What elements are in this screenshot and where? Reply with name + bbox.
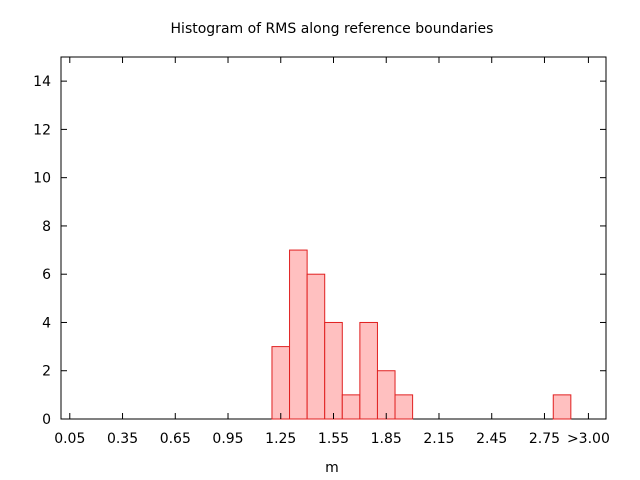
y-tick-label: 10 [33, 171, 51, 187]
y-tick-label: 12 [33, 122, 51, 138]
bars-group [271, 249, 572, 420]
histogram-bar [341, 394, 361, 420]
y-tick-label: 8 [42, 219, 51, 235]
x-tick-label: 1.55 [318, 431, 349, 447]
x-tick-label: 0.95 [212, 431, 243, 447]
y-tick-label: 0 [42, 412, 51, 428]
x-axis-label: m [325, 460, 339, 476]
chart-title: Histogram of RMS along reference boundar… [171, 21, 494, 37]
histogram-bar [324, 321, 343, 420]
y-tick-label: 6 [42, 267, 51, 283]
x-tick-label: 0.65 [160, 431, 191, 447]
y-tick-label: 14 [33, 74, 51, 90]
x-tick-label: 0.35 [107, 431, 138, 447]
histogram-bar [359, 321, 378, 420]
histogram-bar [376, 370, 396, 420]
x-tick-label: 2.75 [529, 431, 560, 447]
x-tick-label: 2.15 [423, 431, 454, 447]
x-tick-label: >3.00 [567, 431, 610, 447]
histogram-bar [289, 249, 308, 420]
histogram-bar [306, 273, 326, 420]
histogram-bar [394, 394, 414, 420]
x-tick-label: 1.85 [371, 431, 402, 447]
histogram-bar [552, 394, 572, 420]
ticks-group: 0 2 4 6 8 10 12 14 0.05 0.35 0.65 0.95 1.25 1.55 1.85 2… [33, 57, 610, 447]
y-tick-label: 4 [42, 315, 51, 331]
x-tick-label: 1.25 [265, 431, 296, 447]
histogram-bar [271, 346, 291, 420]
x-tick-label: 2.45 [476, 431, 507, 447]
x-tick-label: 0.05 [54, 431, 85, 447]
y-tick-label: 2 [42, 364, 51, 380]
